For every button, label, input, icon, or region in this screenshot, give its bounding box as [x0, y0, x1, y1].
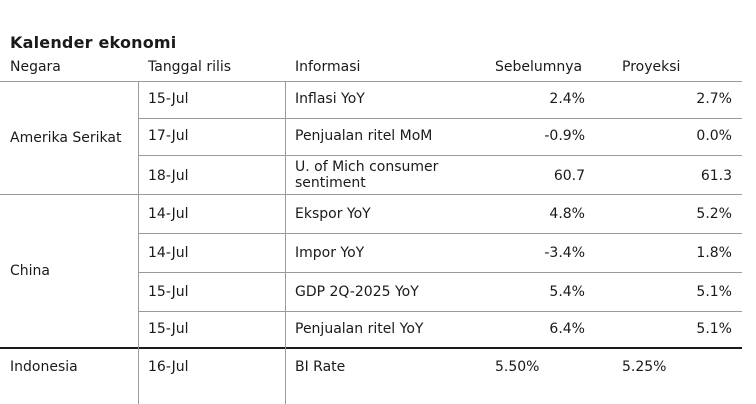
country-cell: Indonesia [10, 359, 78, 375]
column-divider [285, 82, 286, 404]
previous-cell: 2.4% [549, 91, 585, 107]
date-cell: 18-Jul [148, 168, 189, 184]
previous-cell: 4.8% [549, 206, 585, 222]
date-cell: 14-Jul [148, 245, 189, 261]
projection-cell: 5.2% [696, 206, 732, 222]
previous-cell: 6.4% [549, 321, 585, 337]
info-cell: Impor YoY [295, 245, 365, 261]
date-cell: 15-Jul [148, 321, 189, 337]
group-divider [0, 347, 742, 349]
header-projection: Proyeksi [622, 59, 681, 75]
info-cell: GDP 2Q-2025 YoY [295, 284, 419, 300]
previous-cell: 5.4% [549, 284, 585, 300]
previous-cell: -3.4% [544, 245, 585, 261]
date-cell: 17-Jul [148, 128, 189, 144]
projection-cell: 5.1% [696, 321, 732, 337]
projection-cell: 5.25% [622, 359, 667, 375]
table-title: Kalender ekonomi [10, 33, 177, 52]
info-cell: Penjualan ritel YoY [295, 321, 424, 337]
header-release-date: Tanggal rilis [148, 59, 232, 75]
previous-cell: 5.50% [495, 359, 540, 375]
previous-cell: -0.9% [544, 128, 585, 144]
date-cell: 16-Jul [148, 359, 189, 375]
header-information: Informasi [295, 59, 361, 75]
info-cell: BI Rate [295, 359, 346, 375]
projection-cell: 5.1% [696, 284, 732, 300]
country-cell: China [10, 263, 50, 279]
projection-cell: 0.0% [696, 128, 732, 144]
group-divider [0, 194, 742, 195]
projection-cell: 61.3 [700, 168, 732, 184]
header-divider [0, 81, 742, 82]
row-divider [138, 118, 742, 119]
column-divider [138, 82, 139, 404]
previous-cell: 60.7 [553, 168, 585, 184]
row-divider [138, 233, 742, 234]
header-previous: Sebelumnya [495, 59, 583, 75]
info-line: U. of Mich consumer [295, 159, 439, 175]
row-divider [138, 311, 742, 312]
date-cell: 15-Jul [148, 284, 189, 300]
projection-cell: 1.8% [696, 245, 732, 261]
info-cell: Inflasi YoY [295, 91, 365, 107]
country-cell: Amerika Serikat [10, 130, 122, 146]
date-cell: 14-Jul [148, 206, 189, 222]
row-divider [138, 155, 742, 156]
header-country: Negara [10, 59, 61, 75]
info-line: sentiment [295, 175, 366, 191]
info-cell: Ekspor YoY [295, 206, 371, 222]
info-cell: U. of Mich consumer sentiment [295, 159, 465, 191]
info-cell: Penjualan ritel MoM [295, 128, 433, 144]
projection-cell: 2.7% [696, 91, 732, 107]
row-divider [138, 272, 742, 273]
date-cell: 15-Jul [148, 91, 189, 107]
